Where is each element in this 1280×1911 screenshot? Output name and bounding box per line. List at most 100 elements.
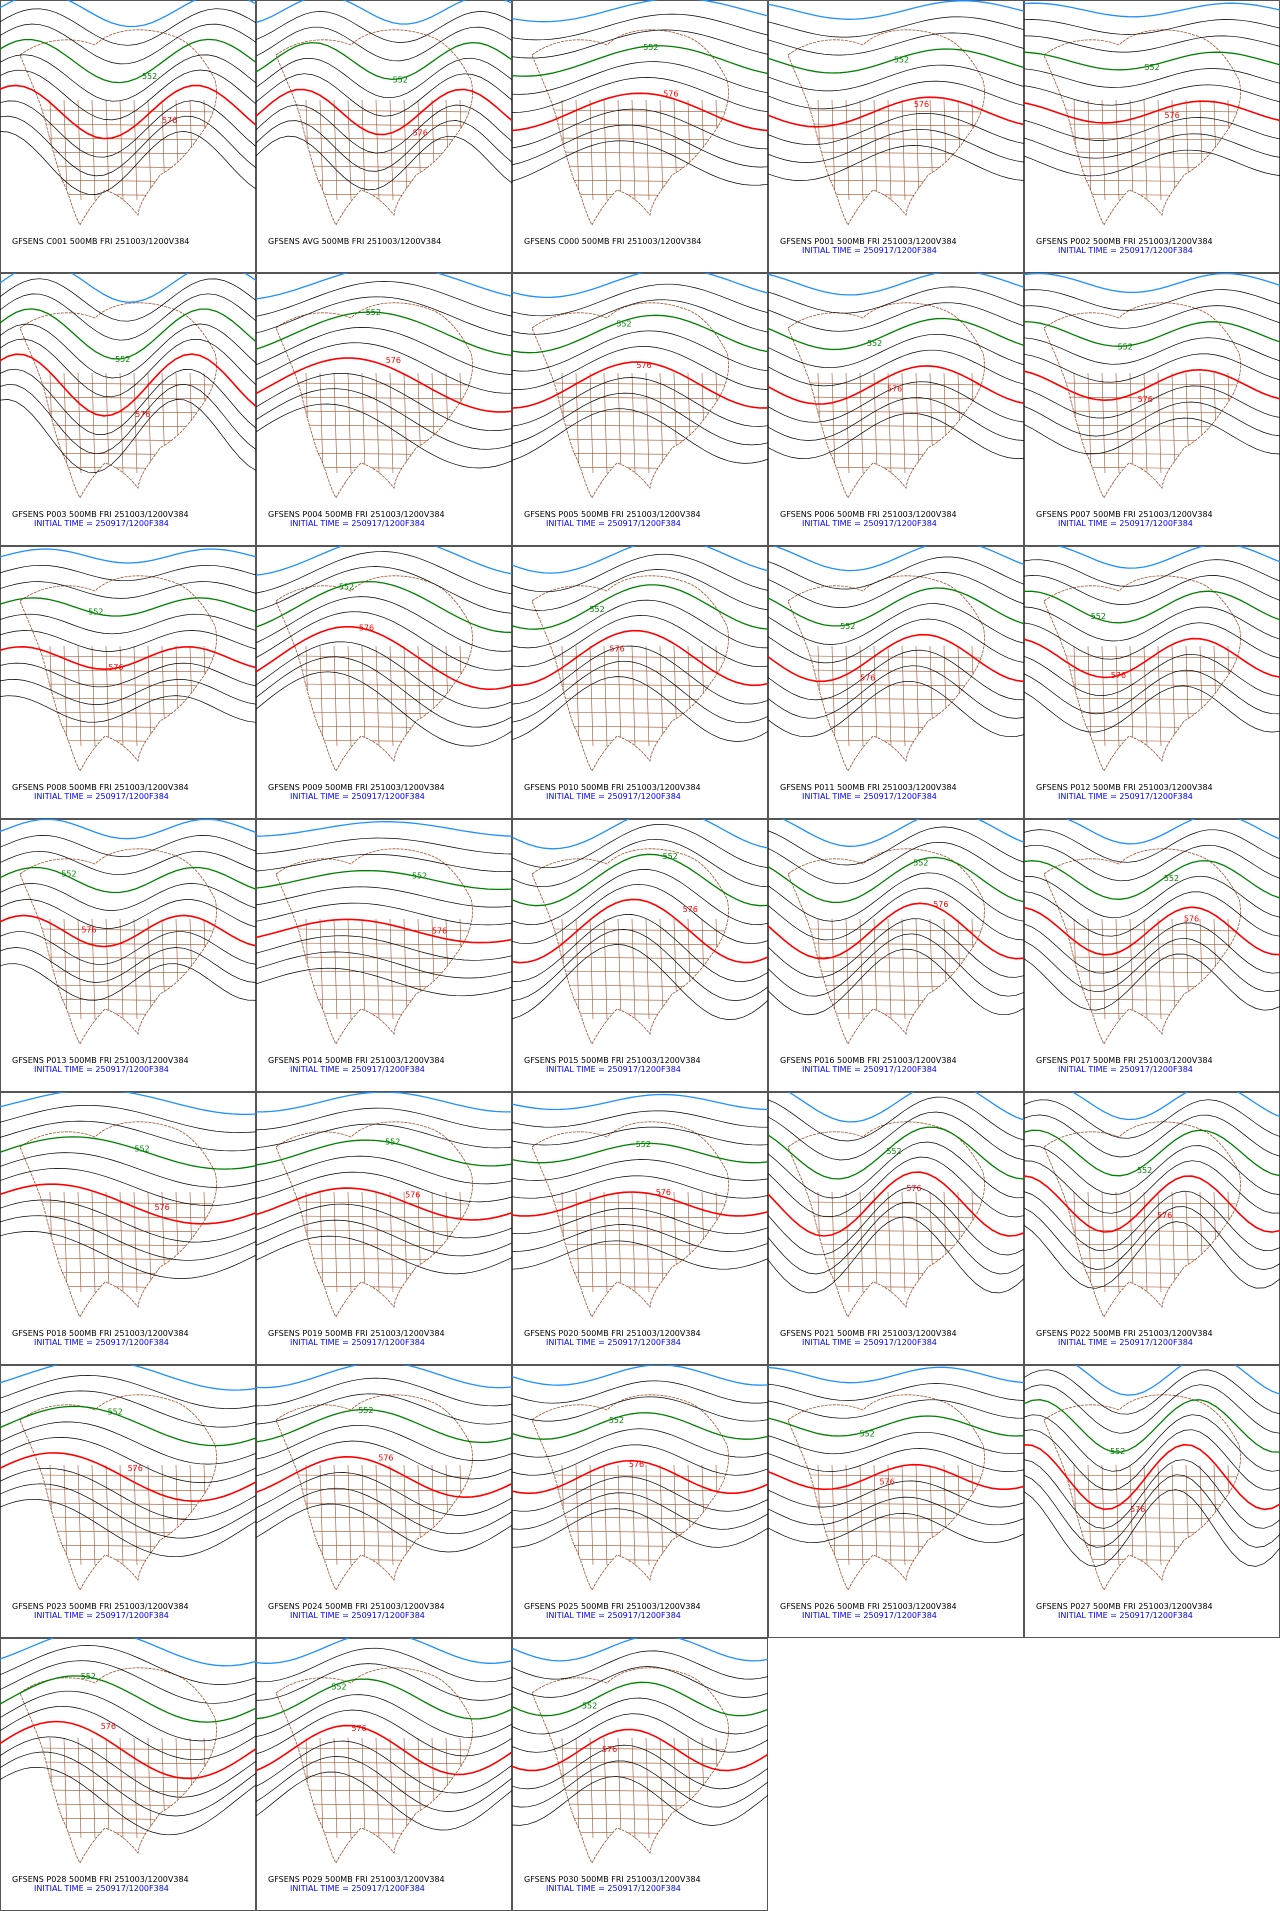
contour [1024,590,1280,624]
map-panel: 552 576 GFSENS P020 500MB FRI 251003/1200V… [512,1092,768,1365]
initial-time: INITIAL TIME = 250917/1200F384 [34,1338,169,1347]
border [161,1464,166,1566]
border [39,1474,217,1478]
border [1063,683,1241,687]
contour [768,365,1024,405]
contour [768,1513,1024,1544]
border [161,99,166,201]
contour [256,656,512,728]
border [807,438,985,442]
border [1115,1464,1120,1566]
border [295,942,473,946]
border [807,1502,985,1506]
contour [256,1139,512,1167]
panel-border [1024,1365,1280,1638]
contour [768,649,1024,701]
contour [768,112,1024,146]
contour [512,1428,768,1458]
border [715,99,720,201]
border [687,1191,692,1293]
contour [256,1393,512,1425]
border [1063,984,1241,988]
border [971,99,976,201]
border [295,466,473,470]
border [105,1737,110,1839]
contour-label: 552 [894,56,909,65]
initial-time: INITIAL TIME = 250917/1200F384 [546,519,681,528]
border [687,1737,692,1839]
initial-time: INITIAL TIME = 250917/1200F384 [546,1611,681,1620]
contour-label: 576 [1157,1211,1172,1220]
border [431,1191,436,1293]
border [295,1285,473,1289]
caption-bg [8,1599,208,1621]
initial-time: INITIAL TIME = 250917/1200F384 [1058,519,1193,528]
border [659,1191,664,1293]
map-panel: 552 576 GFSENS P022 500MB FRI 251003/1200V… [1024,1092,1280,1365]
contour [1024,19,1280,35]
border [319,645,324,747]
border [77,1464,82,1566]
contour-label: 552 [393,75,408,84]
border [551,452,729,456]
border [1242,1465,1245,1565]
panel-border [1024,1092,1280,1365]
contour [768,1496,1024,1526]
border [631,918,636,1020]
border [474,646,477,746]
initial-time: INITIAL TIME = 250917/1200F384 [290,792,425,801]
border [77,372,82,474]
contour [768,665,1024,719]
contour [0,1199,256,1243]
border [417,1464,422,1566]
contour [1024,385,1280,419]
contour [1024,133,1280,159]
contour-label: 576 [386,356,401,365]
border [77,99,82,201]
contour [256,1365,512,1389]
border [887,99,892,201]
contour-label: 576 [413,129,428,138]
caption: GFSENS P022 500MB FRI 251003/1200V384 [1036,1329,1213,1338]
coastline [787,1394,985,1591]
border [1063,109,1241,113]
border [105,918,110,1020]
border [91,918,96,1020]
contour [256,1187,512,1221]
contour [512,1476,768,1512]
border [730,373,733,473]
border [295,382,473,386]
border [333,99,338,201]
initial-time: INITIAL TIME = 250917/1200F384 [546,1065,681,1074]
border [673,1464,678,1566]
contour-label: 576 [914,100,929,109]
initial-time: INITIAL TIME = 250917/1200F384 [546,1884,681,1893]
border [147,918,152,1020]
caption-bg [776,507,976,529]
border [645,1464,650,1566]
contour [1024,417,1280,455]
border [730,1192,733,1292]
contour [1024,875,1280,919]
contour [768,1463,1024,1491]
border [715,372,720,474]
border [1115,99,1120,201]
border [1185,1191,1190,1293]
border [551,1817,729,1821]
border [551,998,729,1002]
caption-bg [776,234,976,256]
border [203,645,208,747]
borders [807,645,985,747]
border [39,1201,217,1205]
border [295,711,473,715]
border [389,1191,394,1293]
border [551,396,729,400]
caption: GFSENS P011 500MB FRI 251003/1200V384 [780,783,957,792]
contour [1024,353,1280,383]
caption-bg [520,780,720,802]
contour [512,615,768,668]
contour [512,1638,768,1662]
contour-label: 576 [1130,1505,1145,1514]
contour [256,1107,512,1131]
border [361,645,366,747]
